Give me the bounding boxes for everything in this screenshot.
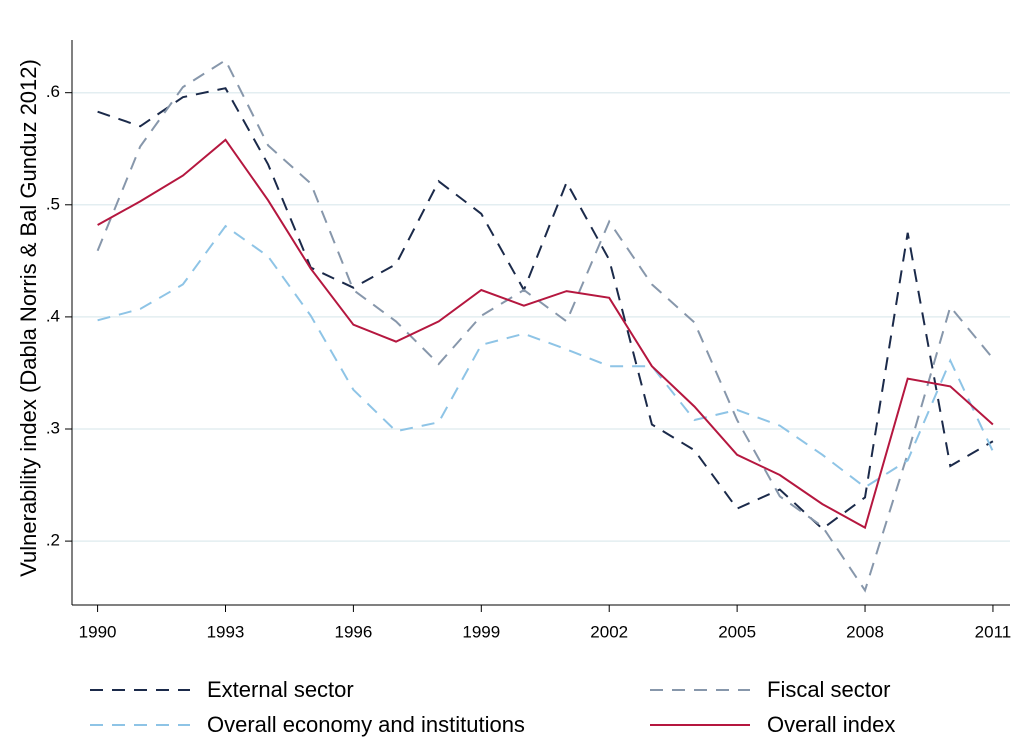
y-tick-label: .3 — [46, 418, 60, 437]
y-tick-label: .4 — [46, 306, 60, 325]
x-tick-label: 2005 — [718, 622, 756, 641]
series-line — [97, 138, 994, 530]
y-tick-label: .5 — [46, 194, 60, 213]
y-tick-label: .6 — [46, 82, 60, 101]
legend-label: Overall economy and institutions — [207, 712, 525, 737]
series-line — [96, 58, 994, 593]
x-tick-label: 2002 — [590, 622, 628, 641]
legend-label: Fiscal sector — [767, 677, 890, 702]
legend-label: Overall index — [767, 712, 895, 737]
x-tick-label: 1999 — [462, 622, 500, 641]
legend-label: External sector — [207, 677, 354, 702]
x-tick-label: 2008 — [846, 622, 884, 641]
series-line — [97, 224, 994, 489]
x-tick-label: 1990 — [79, 622, 117, 641]
x-tick-label: 2011 — [975, 622, 1012, 641]
x-tick-label: 1996 — [334, 622, 372, 641]
y-axis-title: Vulnerability index (Dabla Norris & Bal … — [16, 59, 41, 577]
x-tick-label: 1993 — [207, 622, 245, 641]
y-tick-label: .2 — [46, 531, 60, 550]
series-line — [97, 87, 994, 531]
